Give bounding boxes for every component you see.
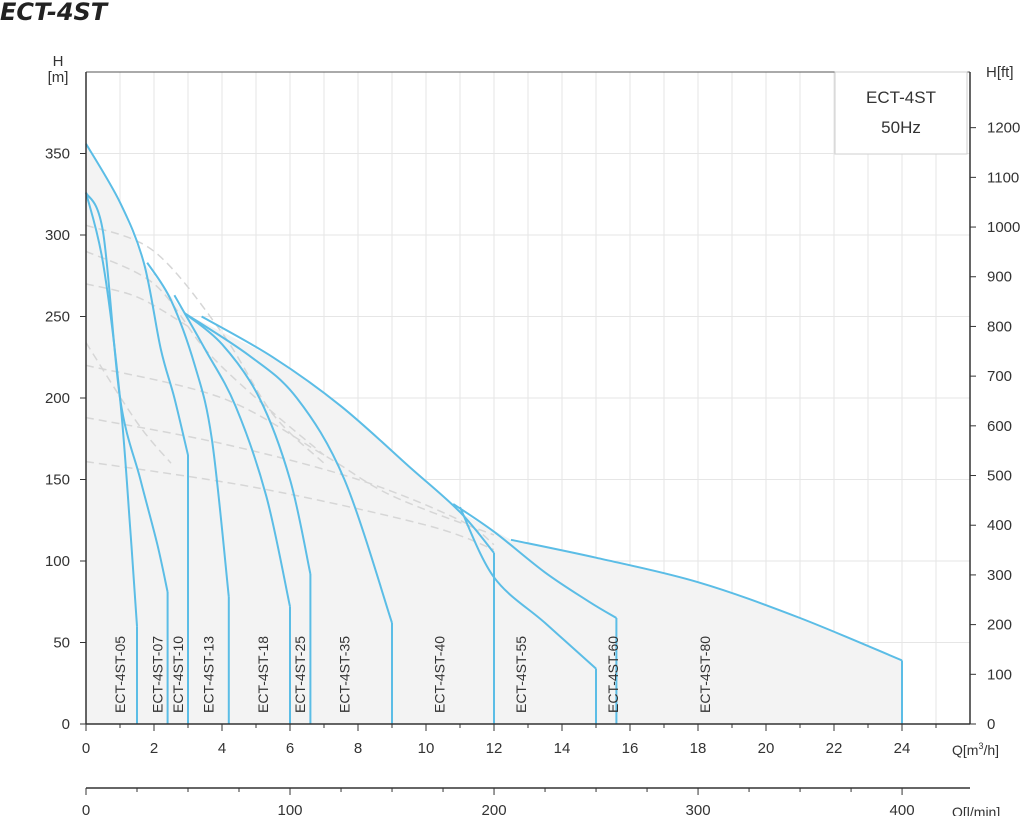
y-tick-label: 150 <box>45 472 70 489</box>
y-tick-label: 300 <box>45 227 70 244</box>
info-box: ECT-4ST 50Hz <box>834 71 968 155</box>
curve-label: ECT-4ST-05 <box>112 636 128 713</box>
y2-axis-label: H[ft] <box>986 64 1014 81</box>
curve-ect-4st-10 <box>85 143 189 456</box>
curve-ect-4st-13 <box>146 262 230 598</box>
info-box-frequency: 50Hz <box>881 118 921 137</box>
curve-label: ECT-4ST-60 <box>605 636 621 713</box>
x-axis-label: Q[m3/h] <box>952 741 999 758</box>
x2-axis-label: Q[l/min] <box>952 804 1000 816</box>
curve-labels: ECT-4ST-05 ECT-4ST-07 ECT-4ST-10 ECT-4ST-13… <box>112 636 713 713</box>
x2-tick-label: 100 <box>278 802 303 816</box>
x2-tick-label: 300 <box>686 802 711 816</box>
x-tick-label: 12 <box>486 740 503 757</box>
curve-label: ECT-4ST-55 <box>513 636 529 713</box>
x-tick-label: 16 <box>622 740 639 757</box>
x-tick-label: 14 <box>554 740 571 757</box>
y-tick-label: 250 <box>45 309 70 326</box>
curve-ect-4st-55 <box>459 506 597 670</box>
curve-ect-4st-25 <box>183 312 312 575</box>
dashed-curve <box>85 283 189 327</box>
y-tick-label: 200 <box>45 390 70 407</box>
y-tick-label: 0 <box>62 716 70 733</box>
pump-curves <box>85 143 903 724</box>
curve-label: ECT-4ST-07 <box>149 636 165 713</box>
curve-label: ECT-4ST-25 <box>292 636 308 713</box>
y-tick-label: 50 <box>53 635 70 652</box>
x-tick-label: 18 <box>690 740 707 757</box>
y2-tick-label: 100 <box>987 666 1012 683</box>
curve-ect-4st-60 <box>452 503 617 619</box>
x-tick-label: 0 <box>82 740 90 757</box>
y2-tick-label: 300 <box>987 567 1012 584</box>
x-tick-label: 10 <box>418 740 435 757</box>
y2-tick-label: 800 <box>987 318 1012 335</box>
y2-tick-label: 500 <box>987 468 1012 485</box>
y2-tick-label: 1200 <box>987 120 1020 137</box>
y2-tick-label: 200 <box>987 617 1012 634</box>
page-title: ECT-4ST <box>0 0 108 26</box>
y2-tick-label: 0 <box>987 716 995 733</box>
x-tick-label: 4 <box>218 740 226 757</box>
y2-tick-label: 600 <box>987 418 1012 435</box>
curve-ect-4st-40 <box>201 315 495 554</box>
operating-area <box>86 143 902 724</box>
y-tick-label: 350 <box>45 146 70 163</box>
curve-label: ECT-4ST-35 <box>336 636 352 713</box>
x-tick-label: 24 <box>894 740 911 757</box>
curve-label: ECT-4ST-10 <box>170 636 186 713</box>
axes: 0 2 4 6 8 10 12 14 16 18 20 22 24 Q[m3/h]050100150200… <box>45 53 1020 816</box>
curve-ect-4st-35 <box>184 312 393 624</box>
curve-label: ECT-4ST-13 <box>200 636 216 713</box>
y-axis-unit: [m] <box>48 69 69 86</box>
y-tick-label: 100 <box>45 553 70 570</box>
x-tick-label: 20 <box>758 740 775 757</box>
operating-area-fill <box>86 143 902 724</box>
curve-ect-4st-80 <box>510 538 903 662</box>
curve-label: ECT-4ST-18 <box>255 636 271 713</box>
dashed-curve <box>85 364 495 536</box>
curve-label: ECT-4ST-40 <box>432 636 448 713</box>
x-tick-label: 2 <box>150 740 158 757</box>
info-box-model: ECT-4ST <box>866 88 936 107</box>
y2-tick-label: 900 <box>987 269 1012 286</box>
curve-ect-4st-18 <box>173 294 291 607</box>
x-tick-label: 22 <box>826 740 843 757</box>
y2-tick-label: 1000 <box>987 219 1020 236</box>
y2-tick-label: 700 <box>987 368 1012 385</box>
curve-label: ECT-4ST-80 <box>697 636 713 713</box>
y-axis-label: H <box>53 53 64 70</box>
x-tick-label: 8 <box>354 740 362 757</box>
y2-tick-label: 400 <box>987 517 1012 534</box>
dashed-curve <box>85 342 172 464</box>
x-tick-label: 6 <box>286 740 294 757</box>
dashed-curve <box>85 460 495 551</box>
y2-tick-label: 1100 <box>987 169 1019 186</box>
curve-ect-4st-07 <box>85 192 169 593</box>
x2-tick-label: 0 <box>82 802 90 816</box>
x2-tick-label: 400 <box>890 802 915 816</box>
x2-tick-label: 200 <box>482 802 507 816</box>
